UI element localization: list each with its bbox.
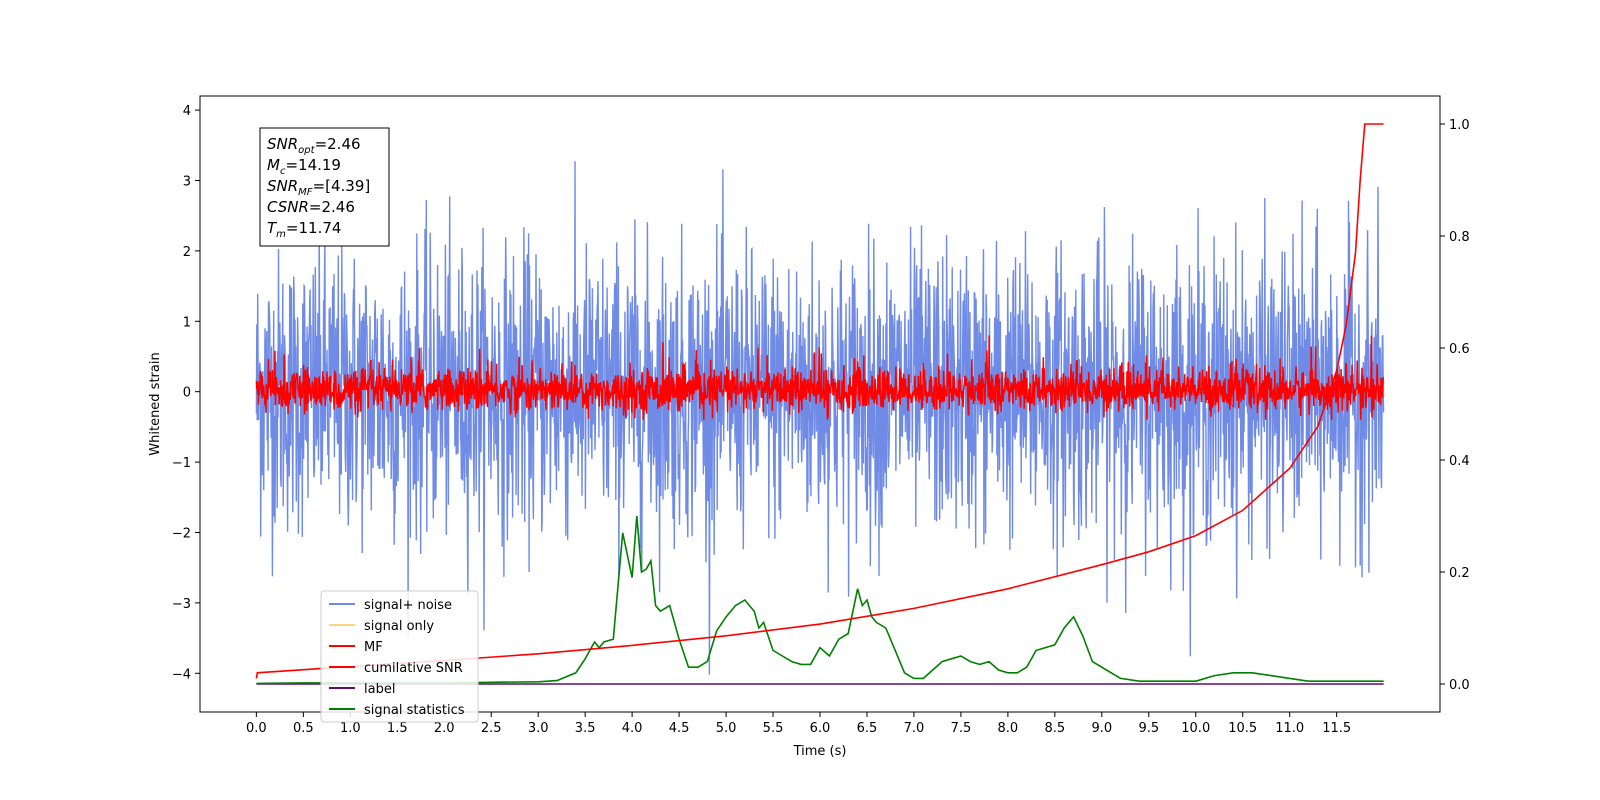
left-y-tick-label: −3 bbox=[172, 597, 191, 612]
x-tick-label: 0.0 bbox=[246, 721, 267, 736]
right-y-tick-label: 0.0 bbox=[1449, 678, 1470, 693]
left-y-tick-label: −4 bbox=[172, 667, 191, 682]
left-y-tick-label: 0 bbox=[183, 386, 191, 401]
legend-label: signal statistics bbox=[364, 703, 465, 718]
y-axis-label: Whitened strain bbox=[148, 352, 163, 455]
x-tick-label: 11.5 bbox=[1322, 721, 1351, 736]
series-signal-statistics-line bbox=[256, 515, 1384, 685]
info-snr-mf: SNRMF=[4.39] bbox=[267, 177, 370, 198]
right-y-axis-ticks: 1.0 0.8 0.6 0.4 0.2 0.0 bbox=[1440, 118, 1470, 693]
info-mc-value: 14.19 bbox=[298, 156, 341, 174]
x-tick-label: 4.5 bbox=[669, 721, 690, 736]
info-tm-value: 11.74 bbox=[299, 219, 342, 237]
legend-label: label bbox=[364, 682, 395, 697]
x-tick-label: 5.0 bbox=[716, 721, 737, 736]
left-y-tick-label: −2 bbox=[172, 526, 191, 541]
left-y-tick-label: 3 bbox=[183, 174, 191, 189]
info-mc: Mc=14.19 bbox=[267, 156, 341, 177]
info-tm: Tm=11.74 bbox=[267, 219, 341, 240]
right-y-tick-label: 1.0 bbox=[1449, 118, 1470, 133]
x-tick-label: 2.0 bbox=[434, 721, 455, 736]
info-snr-mf-value: [4.39] bbox=[325, 177, 370, 195]
right-y-tick-label: 0.2 bbox=[1449, 566, 1470, 581]
x-tick-label: 10.5 bbox=[1228, 721, 1257, 736]
series-signal-noise-line bbox=[255, 161, 1385, 675]
left-y-tick-label: 2 bbox=[183, 245, 191, 260]
x-tick-label: 1.5 bbox=[387, 721, 408, 736]
x-tick-label: 3.0 bbox=[528, 721, 549, 736]
x-tick-label: 1.0 bbox=[340, 721, 361, 736]
x-tick-label: 9.0 bbox=[1091, 721, 1112, 736]
x-tick-label: 5.5 bbox=[763, 721, 784, 736]
legend-label: MF bbox=[364, 640, 383, 655]
legend: signal+ noise signal only MF cumilative SNR… bbox=[320, 590, 479, 723]
x-tick-label: 6.0 bbox=[810, 721, 831, 736]
info-box: SNRopt=2.46 Mc=14.19 SNRMF=[4.39] CSNR=2… bbox=[259, 127, 390, 247]
info-snr-opt-value: 2.46 bbox=[327, 135, 360, 153]
left-y-tick-label: −1 bbox=[172, 456, 191, 471]
x-axis-ticks: 0.0 0.5 1.0 1.5 2.0 2.5 3.0 3.5 4.0 4.5 5.0 5.5 6.0 6… bbox=[246, 712, 1351, 736]
left-y-tick-label: 4 bbox=[183, 104, 191, 119]
x-tick-label: 0.5 bbox=[293, 721, 314, 736]
legend-label: signal+ noise bbox=[364, 598, 452, 613]
series-mf-line bbox=[255, 335, 1385, 420]
info-csnr: CSNR=2.46 bbox=[267, 198, 355, 216]
x-tick-label: 2.5 bbox=[481, 721, 502, 736]
x-tick-label: 11.0 bbox=[1275, 721, 1304, 736]
x-tick-label: 8.0 bbox=[998, 721, 1019, 736]
x-tick-label: 6.5 bbox=[857, 721, 878, 736]
info-box-frame bbox=[259, 127, 390, 247]
left-y-tick-label: 1 bbox=[183, 315, 191, 330]
x-axis-label: Time (s) bbox=[793, 744, 847, 759]
legend-label: signal only bbox=[364, 619, 434, 634]
info-csnr-value: 2.46 bbox=[322, 198, 355, 216]
x-tick-label: 9.5 bbox=[1138, 721, 1159, 736]
left-y-axis-ticks: 4 3 2 1 0 −1 −2 −3 −4 bbox=[172, 104, 200, 682]
legend-label: cumilative SNR bbox=[364, 661, 463, 676]
right-y-tick-label: 0.4 bbox=[1449, 454, 1470, 469]
x-tick-label: 8.5 bbox=[1045, 721, 1066, 736]
right-y-tick-label: 0.6 bbox=[1449, 342, 1470, 357]
info-snr-opt: SNRopt=2.46 bbox=[267, 135, 361, 156]
right-y-tick-label: 0.8 bbox=[1449, 230, 1470, 245]
x-tick-label: 3.5 bbox=[575, 721, 596, 736]
x-tick-label: 4.0 bbox=[622, 721, 643, 736]
legend-frame bbox=[320, 590, 479, 723]
x-tick-label: 7.0 bbox=[904, 721, 925, 736]
series-cumulative-snr-line bbox=[255, 123, 1384, 679]
x-tick-label: 7.5 bbox=[951, 721, 972, 736]
x-tick-label: 10.0 bbox=[1181, 721, 1210, 736]
